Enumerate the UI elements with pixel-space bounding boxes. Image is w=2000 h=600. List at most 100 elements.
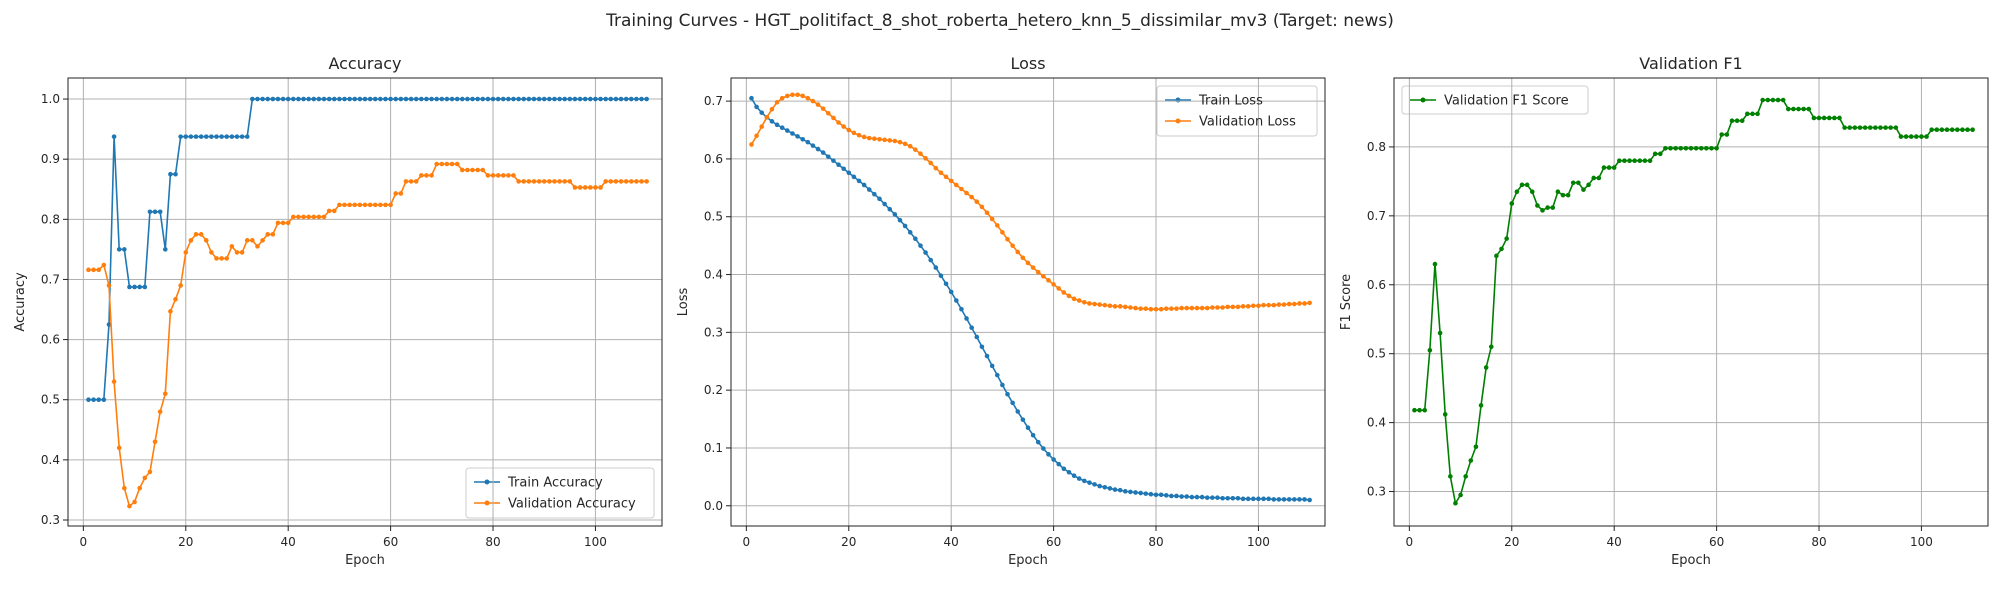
loss-data-point (984, 210, 990, 215)
f1-data-point (1883, 125, 1888, 130)
accuracy-data-point (388, 96, 393, 102)
f1-x-tick-label: 80 (1811, 535, 1826, 549)
loss-data-point (1071, 296, 1077, 302)
loss-data-point (882, 201, 887, 207)
accuracy-data-point (628, 96, 634, 102)
loss-data-point (994, 372, 1000, 378)
loss-data-point (769, 106, 775, 112)
f1-data-point (1765, 97, 1771, 103)
accuracy-data-point (541, 179, 547, 184)
loss-y-tick-label: 0.0 (704, 499, 723, 513)
f1-data-point (1412, 407, 1417, 413)
loss-data-point (918, 151, 923, 157)
loss-data-point (774, 122, 780, 128)
accuracy-data-point (470, 167, 475, 173)
f1-data-point (1775, 97, 1781, 103)
accuracy-data-point (639, 179, 644, 184)
accuracy-data-point (111, 134, 117, 139)
accuracy-data-point (342, 202, 347, 208)
accuracy-data-point (613, 96, 619, 102)
f1-data-point (1432, 261, 1438, 267)
f1-data-point (1647, 158, 1653, 164)
accuracy-data-point (506, 96, 511, 102)
loss-data-point (902, 223, 908, 229)
loss-data-point (1179, 305, 1184, 311)
loss-data-point (1051, 457, 1056, 462)
f1-data-point (1867, 125, 1873, 130)
f1-legend-swatch-marker (1420, 97, 1426, 103)
loss-data-point (1291, 497, 1297, 502)
f1-data-point (1893, 125, 1899, 130)
accuracy-data-point (490, 173, 496, 178)
accuracy-data-point (203, 134, 209, 139)
loss-data-point (1256, 496, 1261, 502)
loss-data-point (1117, 304, 1123, 309)
accuracy-x-tick-label: 0 (80, 535, 88, 549)
f1-data-point (1606, 165, 1612, 170)
loss-data-point (1025, 260, 1031, 266)
loss-data-point (897, 217, 903, 223)
f1-data-point (1714, 146, 1719, 151)
loss-x-tick-label: 100 (1247, 535, 1270, 549)
f1-data-point (1601, 165, 1607, 170)
f1-data-point (1529, 189, 1535, 195)
accuracy-data-point (168, 309, 173, 314)
accuracy-data-point (408, 179, 414, 184)
loss-legend-box (1156, 85, 1318, 137)
loss-data-point (851, 130, 857, 136)
accuracy-data-point (372, 202, 378, 208)
accuracy-data-point (526, 96, 532, 102)
accuracy-data-point (132, 284, 137, 290)
accuracy-data-point (86, 267, 91, 273)
loss-panel-title: Loss (1010, 54, 1045, 73)
loss-data-point (1204, 305, 1210, 311)
accuracy-data-point (419, 96, 424, 102)
f1-data-point (1504, 236, 1509, 241)
accuracy-data-point (485, 96, 491, 102)
loss-data-point (1097, 483, 1102, 489)
loss-data-point (836, 120, 841, 125)
loss-data-point (1179, 494, 1184, 499)
accuracy-data-point (106, 322, 112, 327)
accuracy-x-tick-label: 80 (485, 535, 500, 549)
accuracy-data-point (357, 96, 363, 102)
accuracy-legend-box (465, 467, 655, 519)
f1-data-point (1442, 412, 1448, 417)
loss-data-point (1220, 305, 1225, 310)
loss-data-point (1015, 409, 1021, 414)
accuracy-data-point (301, 214, 306, 220)
loss-data-point (1071, 473, 1077, 479)
accuracy-data-point (383, 202, 388, 208)
loss-data-point (1005, 391, 1010, 397)
f1-legend-box (1401, 85, 1589, 115)
accuracy-data-point (495, 173, 501, 178)
loss-data-point (1066, 293, 1072, 299)
loss-data-point (974, 334, 980, 340)
accuracy-data-point (132, 499, 137, 505)
loss-data-point (805, 139, 811, 145)
accuracy-data-point (628, 179, 634, 184)
loss-data-point (1210, 305, 1215, 310)
accuracy-data-point (403, 179, 409, 184)
accuracy-data-point (459, 96, 465, 102)
loss-data-point (1225, 495, 1231, 501)
accuracy-data-point (490, 96, 496, 102)
accuracy-data-point (367, 202, 373, 208)
f1-data-point (1545, 205, 1550, 210)
f1-data-point (1934, 127, 1940, 132)
f1-data-point (1811, 115, 1817, 121)
f1-data-point (1458, 492, 1463, 498)
f1-data-point (1929, 127, 1934, 132)
f1-y-tick-label: 0.7 (1367, 209, 1386, 223)
accuracy-data-point (577, 185, 583, 190)
accuracy-data-point (280, 220, 286, 226)
f1-data-point (1555, 189, 1561, 195)
f1-data-point (1591, 175, 1597, 181)
f1-data-point (1965, 127, 1970, 132)
loss-data-point (785, 128, 790, 133)
loss-data-point (933, 165, 939, 171)
loss-data-point (1291, 301, 1297, 307)
loss-data-point (1245, 496, 1251, 502)
accuracy-data-point (521, 96, 527, 102)
loss-data-point (877, 196, 882, 202)
